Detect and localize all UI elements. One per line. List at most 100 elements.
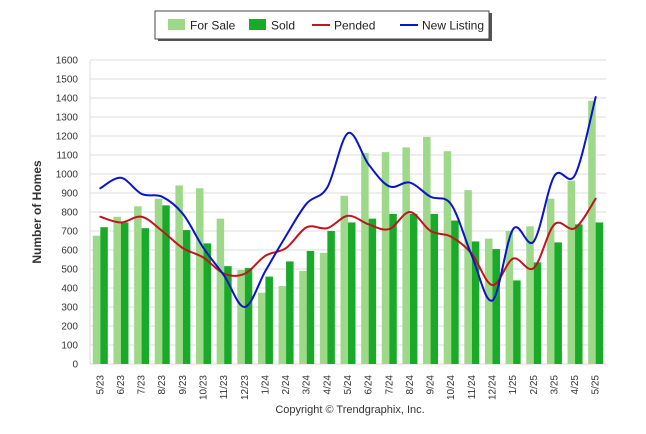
x-tick-label: 12/24 (487, 375, 498, 400)
y-tick-label: 1000 (56, 170, 79, 181)
bar-for-sale (588, 100, 596, 364)
bar-sold (348, 222, 356, 364)
bar-sold (182, 230, 191, 364)
bar-sold (492, 249, 500, 364)
y-tick-label: 900 (61, 189, 78, 200)
bar-for-sale (443, 151, 452, 364)
x-tick-label: 10/23 (199, 375, 210, 400)
x-tick-label: 1/25 (508, 375, 519, 395)
y-tick-label: 500 (61, 265, 78, 276)
line-new-listing (99, 96, 597, 308)
y-tick-label: 400 (61, 284, 78, 295)
x-tick-label: 7/23 (137, 375, 148, 395)
line-pended (99, 197, 597, 287)
x-tick-label: 5/23 (95, 375, 106, 395)
x-tick-label: 8/24 (405, 375, 416, 395)
bar-sold (471, 241, 480, 364)
bar-for-sale (505, 231, 514, 364)
x-tick-label: 3/24 (302, 375, 313, 395)
x-tick-label: 12/23 (240, 375, 251, 400)
y-tick-label: 1100 (56, 151, 78, 162)
y-tick-label: 300 (61, 303, 78, 314)
x-tick-label: 3/25 (549, 375, 560, 395)
x-tick-label: 10/24 (446, 375, 457, 400)
legend-label: For Sale (190, 19, 236, 33)
y-tick-label: 1500 (56, 75, 79, 86)
bar-sold (430, 213, 439, 364)
bar-for-sale (423, 136, 431, 364)
y-tick-label: 1400 (56, 94, 79, 105)
bar-sold (141, 228, 150, 364)
x-tick-label: 5/25 (591, 375, 602, 395)
bar-sold (389, 213, 397, 364)
bar-sold (368, 218, 377, 364)
y-tick-label: 600 (61, 246, 78, 257)
bar-for-sale (134, 206, 142, 364)
x-tick-label: 11/23 (219, 375, 230, 400)
x-tick-label: 2/24 (281, 375, 292, 395)
bar-for-sale (216, 218, 225, 364)
legend-label: New Listing (422, 19, 484, 33)
x-tick-label: 6/23 (116, 375, 127, 395)
y-tick-label: 800 (61, 208, 78, 219)
x-tick-label: 5/24 (343, 375, 354, 395)
bar-for-sale (402, 147, 410, 364)
bar-for-sale (526, 226, 534, 364)
x-tick-label: 2/25 (529, 375, 540, 395)
bar-for-sale (299, 270, 307, 364)
x-tick-label: 9/24 (426, 375, 437, 395)
bar-for-sale (464, 190, 472, 364)
x-tick-label: 7/24 (384, 375, 395, 395)
legend-label: Pended (334, 19, 375, 33)
bar-for-sale (175, 185, 183, 364)
bar-sold (306, 250, 315, 364)
bar-for-sale (340, 195, 348, 364)
bar-sold (513, 280, 521, 364)
y-tick-label: 1300 (56, 113, 79, 124)
bar-sold (224, 266, 232, 364)
bar-sold (162, 205, 170, 364)
x-tick-label: 4/25 (570, 375, 581, 395)
bar-sold (327, 231, 335, 364)
bar-for-sale (278, 286, 287, 364)
bar-for-sale (567, 180, 576, 364)
legend-swatch (249, 19, 266, 30)
y-tick-label: 200 (61, 322, 78, 333)
bar-for-sale (92, 235, 101, 364)
bar-for-sale (196, 188, 204, 364)
bar-for-sale (154, 198, 163, 364)
legend-label: Sold (271, 19, 295, 33)
copyright-text: Copyright © Trendgraphix, Inc. (275, 404, 424, 416)
bar-for-sale (381, 152, 390, 364)
bar-sold (533, 262, 542, 364)
y-tick-label: 700 (61, 227, 78, 238)
bar-for-sale (361, 153, 369, 364)
bar-for-sale (484, 238, 493, 364)
x-tick-label: 4/24 (322, 375, 333, 395)
bar-for-sale (257, 292, 266, 364)
bar-sold (265, 276, 273, 364)
bar-sold (203, 243, 212, 364)
bar-sold (120, 222, 129, 364)
y-tick-label: 1200 (56, 132, 79, 143)
bar-for-sale (237, 269, 245, 364)
bar-sold (451, 220, 459, 364)
x-tick-label: 1/24 (260, 375, 271, 395)
y-tick-label: 0 (72, 360, 78, 371)
bar-sold (100, 227, 108, 364)
x-tick-label: 6/24 (364, 375, 375, 395)
y-tick-label: 1600 (56, 56, 79, 67)
bar-sold (286, 261, 294, 364)
bar-sold (575, 224, 583, 364)
bar-sold (409, 213, 418, 364)
bar-sold (244, 268, 253, 364)
bar-for-sale (319, 252, 328, 364)
x-tick-label: 11/24 (467, 375, 478, 400)
x-tick-label: 9/23 (178, 375, 189, 395)
bar-sold (595, 222, 604, 364)
x-tick-label: 8/23 (157, 375, 168, 395)
legend-swatch (168, 19, 185, 30)
bar-sold (554, 242, 562, 364)
bar-for-sale (546, 198, 555, 364)
